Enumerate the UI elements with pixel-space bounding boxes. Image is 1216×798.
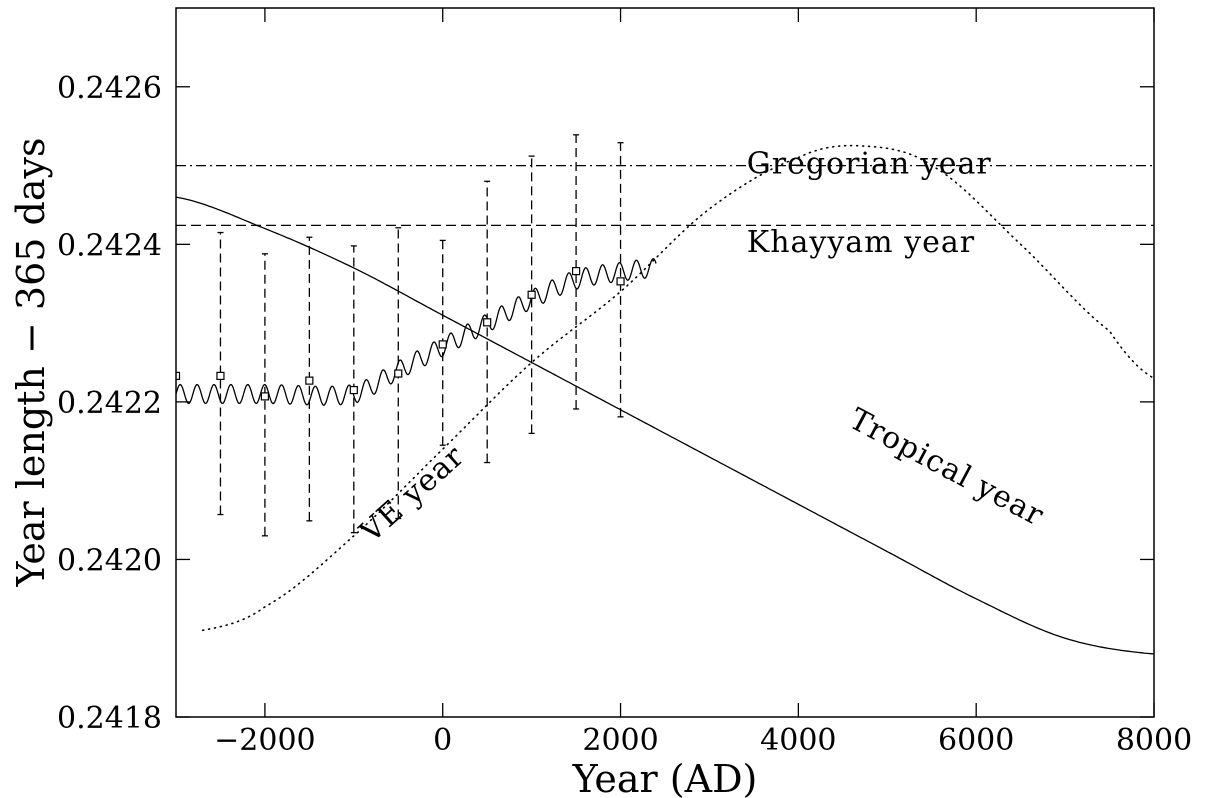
data-point-square	[349, 385, 358, 395]
y-tick-label: 0.2424	[57, 228, 162, 263]
data-point-square	[305, 376, 314, 385]
data-point-square	[438, 340, 447, 349]
annotation-khayyam-year: Khayyam year	[747, 225, 975, 260]
series-line-tropical-year	[176, 196, 1154, 655]
axes: −2000 0 2000 4000 6000 8000 0.2418 0.2420 0.2422…	[57, 8, 1192, 758]
x-tick-label: −2000	[214, 723, 315, 758]
y-tick-label: 0.2420	[57, 543, 162, 578]
plot-frame	[175, 7, 1155, 718]
annotation-tropical-year: Tropical year	[844, 402, 1050, 534]
data-point-square	[571, 267, 581, 276]
y-tick-label: 0.2426	[57, 71, 162, 106]
x-tick-label: 8000	[1116, 723, 1192, 758]
x-tick-label: 4000	[760, 723, 836, 758]
plot-area	[176, 134, 1154, 655]
data-point-square	[616, 277, 625, 286]
data-point-square	[216, 371, 225, 380]
annotation-gregorian-year: Gregorian year	[747, 146, 992, 181]
data-point-square	[527, 290, 536, 299]
x-axis-title: Year (AD)	[572, 757, 758, 798]
annotation-ve-year: VE year	[353, 439, 472, 551]
data-point-square	[483, 318, 492, 327]
series-line-ve-year	[201, 144, 1154, 632]
series-group	[176, 134, 1154, 655]
y-axis-title: Year length − 365 days	[9, 138, 53, 588]
annotations: Gregorian year Khayyam year Tropical year V…	[353, 146, 1050, 550]
y-tick-label: 0.2418	[57, 701, 162, 736]
series-line-model-4	[176, 258, 657, 406]
x-tick-label: 0	[433, 723, 452, 758]
data-point-square	[176, 371, 181, 380]
x-tick-label: 2000	[582, 723, 658, 758]
data-point-square	[394, 369, 403, 378]
y-tick-label: 0.2422	[57, 386, 162, 421]
x-tick-label: 6000	[938, 723, 1014, 758]
data-point-square	[260, 392, 270, 401]
